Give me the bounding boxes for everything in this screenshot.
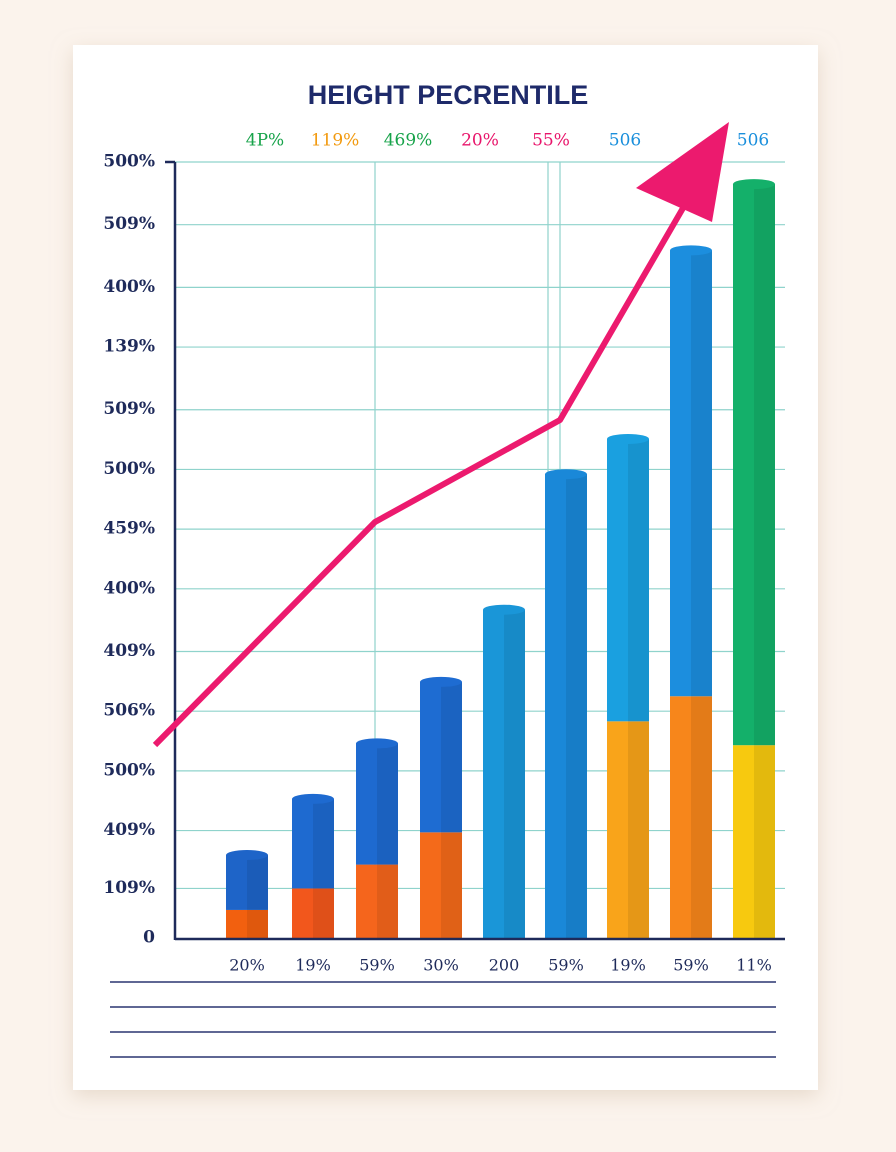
bar-segment xyxy=(607,438,649,722)
bar-shade xyxy=(754,184,775,746)
bar-shade xyxy=(441,681,462,833)
bar-segment xyxy=(226,909,268,938)
bar-cap xyxy=(483,604,525,615)
x-tick-label: 59% xyxy=(548,956,584,975)
bar-cap xyxy=(670,245,712,256)
bar-shade xyxy=(313,888,334,938)
y-tick-label: 509% xyxy=(103,399,155,419)
bar-shade xyxy=(628,721,649,938)
bar-cap xyxy=(545,469,587,480)
annotation: 469% xyxy=(384,131,433,151)
y-tick-label: 506% xyxy=(103,701,155,721)
x-tick-label: 59% xyxy=(673,956,709,975)
y-tick-label: 500% xyxy=(103,152,155,172)
y-tick-label: 500% xyxy=(103,760,155,780)
annotation: 4P% xyxy=(246,131,284,151)
bar-segment xyxy=(356,864,398,938)
x-tick-label: 20% xyxy=(229,956,265,975)
y-tick-label: 409% xyxy=(103,641,155,661)
bar-cap xyxy=(733,179,775,190)
x-tick-label: 19% xyxy=(295,956,331,975)
bar-segment xyxy=(483,609,525,938)
y-tick-label: 500% xyxy=(103,459,155,479)
y-tick-label: 0 xyxy=(143,928,155,948)
bar-cap xyxy=(420,676,462,687)
bar-shade xyxy=(628,438,649,722)
bar-shade xyxy=(247,909,268,938)
y-tick-label: 459% xyxy=(103,519,155,539)
y-tick-label: 400% xyxy=(103,277,155,297)
bar-segment xyxy=(733,184,775,746)
arrow-head xyxy=(636,122,729,222)
x-tick-label: 30% xyxy=(423,956,459,975)
annotation: 506 xyxy=(737,131,769,151)
bar-segment xyxy=(292,888,334,938)
bar-cap xyxy=(607,433,649,444)
bar-shade xyxy=(377,743,398,865)
trend-arrow xyxy=(152,194,693,748)
bar-segment xyxy=(420,832,462,938)
bar-cap xyxy=(226,850,268,861)
y-tick-label: 509% xyxy=(103,214,155,234)
footer-lines xyxy=(110,981,776,1058)
bar-cap xyxy=(356,738,398,749)
x-tick-label: 11% xyxy=(736,956,772,975)
annotation: 119% xyxy=(311,131,360,151)
annotation: 55% xyxy=(532,131,570,151)
bar-shade xyxy=(566,474,587,938)
annotation: 506 xyxy=(609,131,641,151)
bar-shade xyxy=(754,745,775,938)
bar-segment xyxy=(420,681,462,833)
bar-shade xyxy=(441,832,462,938)
x-tick-label: 19% xyxy=(610,956,646,975)
bar-shade xyxy=(247,855,268,910)
y-tick-label: 409% xyxy=(103,820,155,840)
bar-shade xyxy=(691,696,712,938)
bar-segment xyxy=(733,745,775,938)
bar-segment xyxy=(607,721,649,938)
bar-shade xyxy=(313,798,334,889)
bar-segment xyxy=(356,743,398,865)
bar-segment xyxy=(292,798,334,889)
y-tick-label: 139% xyxy=(103,337,155,357)
x-tick-label: 200 xyxy=(489,956,520,975)
y-tick-label: 400% xyxy=(103,578,155,598)
bar-shade xyxy=(377,864,398,938)
chart-title: HEIGHT PECRENTILE xyxy=(308,80,589,110)
y-tick-label: 109% xyxy=(103,878,155,898)
bar-segment xyxy=(545,474,587,938)
bar-cap xyxy=(292,793,334,804)
annotation: 20% xyxy=(461,131,499,151)
bar-segment xyxy=(670,250,712,697)
x-tick-label: 59% xyxy=(359,956,395,975)
bar-shade xyxy=(691,250,712,697)
bar-segment xyxy=(670,696,712,938)
bar-shade xyxy=(504,609,525,938)
bar-segment xyxy=(226,855,268,910)
